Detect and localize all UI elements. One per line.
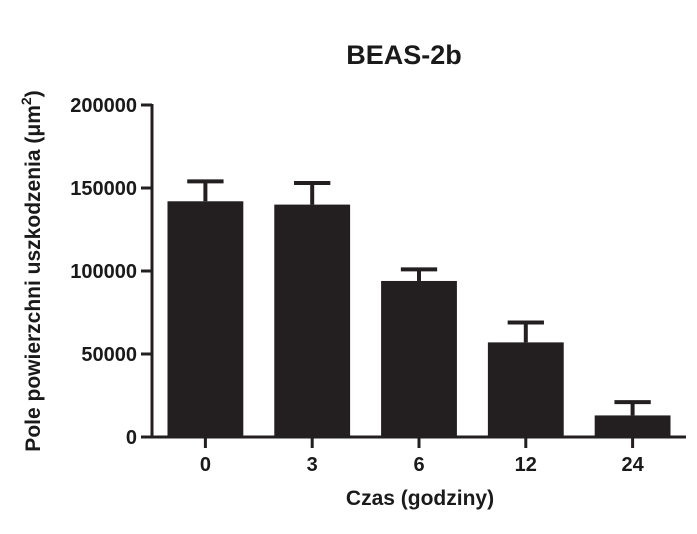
y-tick-label: 50000: [81, 344, 137, 366]
error-bars: [187, 179, 651, 416]
y-axis-title: Pole powierzchni uszkodzenia (μm2): [18, 90, 45, 451]
x-axis-title: Czas (godziny): [346, 487, 494, 510]
y-axis-title-superscript: 2: [18, 97, 34, 105]
x-axis-ticks: 0 3 6 12 24: [200, 437, 645, 476]
x-tick-label: 0: [200, 454, 211, 476]
x-tick-label: 12: [515, 454, 537, 476]
y-axis-title-main: Pole powierzchni uszkodzenia (μm: [22, 105, 45, 452]
y-axis-title-close: ): [22, 90, 45, 97]
y-tick-label: 150000: [70, 178, 137, 200]
y-axis-ticks: 0 50000 100000 150000 200000: [70, 95, 152, 449]
bar: [274, 204, 351, 437]
x-tick-label: 6: [413, 454, 424, 476]
bar: [381, 280, 457, 437]
y-tick-label: 200000: [70, 95, 137, 117]
bar: [487, 342, 564, 437]
chart-title: BEAS-2b: [346, 40, 462, 70]
x-tick-label: 24: [621, 454, 644, 476]
bar: [594, 415, 671, 437]
bar: [167, 201, 244, 437]
x-tick-label: 3: [307, 454, 318, 476]
bars: [167, 201, 671, 437]
y-tick-label: 0: [126, 427, 137, 449]
y-tick-label: 100000: [70, 261, 137, 283]
